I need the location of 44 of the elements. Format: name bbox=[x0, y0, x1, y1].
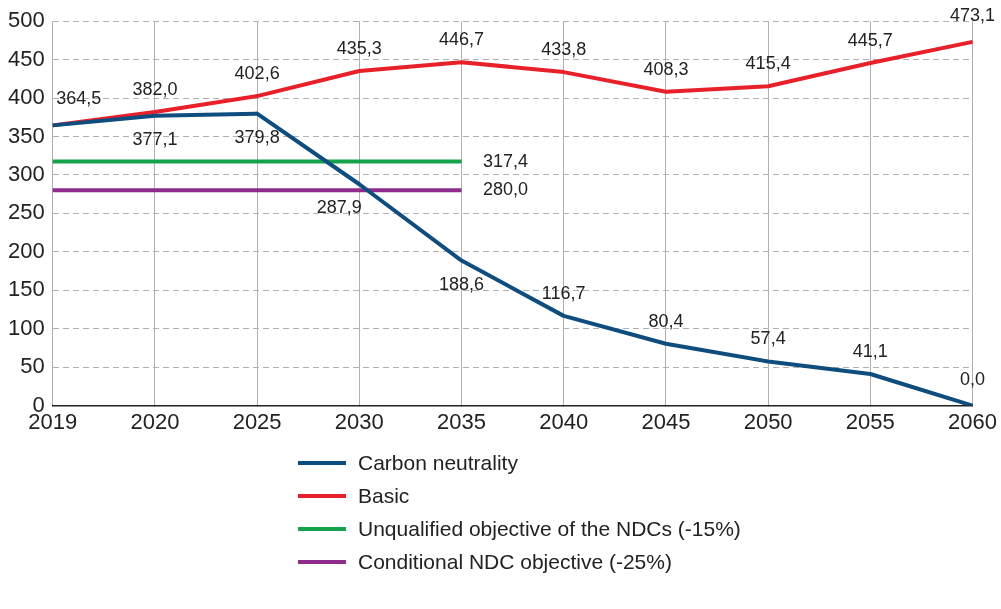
x-tick-label: 2055 bbox=[845, 408, 895, 434]
data-label: 473,1 bbox=[950, 4, 996, 25]
data-label: 0,0 bbox=[960, 368, 986, 389]
data-label: 188,6 bbox=[438, 273, 485, 294]
x-tick-label: 2060 bbox=[948, 408, 998, 434]
data-label: 433,8 bbox=[541, 39, 587, 60]
data-label: 80,4 bbox=[648, 310, 684, 331]
y-tick-label: 50 bbox=[20, 353, 45, 379]
data-label: 445,7 bbox=[847, 29, 893, 50]
y-tick-label: 150 bbox=[7, 276, 45, 302]
data-label: 41,1 bbox=[852, 340, 888, 361]
x-tick-label: 2040 bbox=[539, 408, 589, 434]
data-label: 382,0 bbox=[132, 78, 178, 99]
x-tick-label: 2050 bbox=[743, 408, 793, 434]
data-label: 377,1 bbox=[132, 128, 178, 149]
data-label: 446,7 bbox=[438, 29, 485, 50]
x-tick-label: 2035 bbox=[437, 408, 486, 434]
x-tick-label: 2030 bbox=[334, 408, 384, 434]
data-label: 116,7 bbox=[541, 282, 586, 303]
y-tick-label: 400 bbox=[7, 84, 45, 110]
y-tick-label: 250 bbox=[7, 199, 45, 225]
y-tick-label: 300 bbox=[7, 161, 45, 187]
legend-label: Unqualified objective of the NDCs (-15%) bbox=[358, 516, 741, 541]
x-tick-label: 2025 bbox=[232, 408, 282, 434]
x-tick-label: 2020 bbox=[130, 408, 180, 434]
data-label: 408,3 bbox=[643, 58, 689, 79]
data-label: 317,4 bbox=[482, 150, 529, 171]
y-tick-label: 500 bbox=[7, 7, 45, 33]
y-tick-label: 350 bbox=[7, 122, 45, 148]
y-tick-label: 200 bbox=[7, 237, 45, 263]
y-tick-label: 450 bbox=[7, 45, 45, 71]
legend-label: Basic bbox=[358, 483, 410, 508]
legend-label: Conditional NDC objective (-25%) bbox=[358, 549, 672, 574]
data-label: 287,9 bbox=[316, 197, 362, 218]
y-tick-label: 100 bbox=[7, 314, 45, 340]
x-tick-label: 2045 bbox=[641, 408, 691, 434]
legend-label: Carbon neutrality bbox=[358, 450, 518, 475]
data-label: 364,5 bbox=[56, 88, 102, 109]
data-label: 402,6 bbox=[234, 63, 280, 84]
data-label: 415,4 bbox=[745, 53, 791, 74]
data-label: 379,8 bbox=[234, 126, 280, 147]
data-label: 435,3 bbox=[336, 37, 382, 58]
data-label: 280,0 bbox=[482, 179, 529, 200]
data-label: 57,4 bbox=[750, 328, 786, 349]
